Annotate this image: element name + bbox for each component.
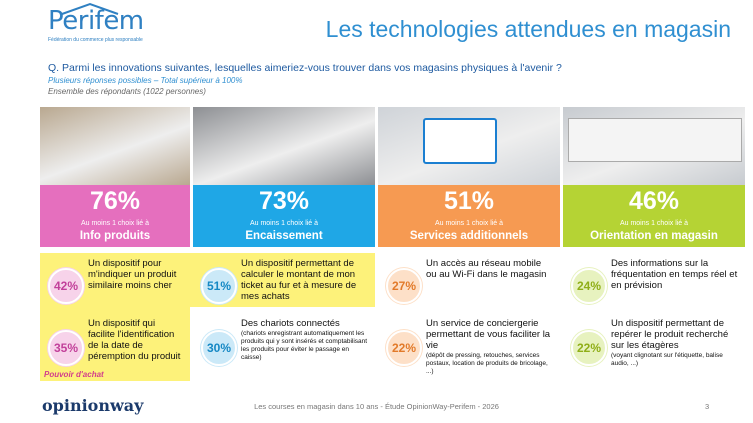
- item-note: (voyant clignotant sur l'étiquette, bali…: [611, 352, 723, 367]
- category-name: Orientation en magasin: [590, 230, 718, 242]
- logo-roof: [61, 2, 119, 15]
- category-box: [193, 185, 375, 247]
- category-lead: Au moins 1 choix lié à: [80, 220, 150, 227]
- item-circle: 30%: [201, 330, 237, 366]
- item-circle: 35%: [48, 330, 84, 366]
- item-circle: 27%: [386, 268, 422, 304]
- item-text: Un dispositif permettant de calculer le …: [241, 258, 357, 302]
- item-text: Des chariots connectés: [241, 318, 340, 329]
- footer-brand: opinionway: [42, 396, 144, 415]
- item-text: Un dispositif qui facilite l'identificat…: [88, 318, 181, 362]
- item-text: Un dispositif permettant de repérer le p…: [611, 318, 729, 351]
- wifi-sign: [423, 118, 497, 164]
- photo: [193, 107, 375, 185]
- category-lead: Au moins 1 choix lié à: [619, 220, 689, 227]
- category-pct: 73%: [258, 187, 310, 215]
- item-text: Un dispositif pour m'indiquer un produit…: [88, 258, 177, 291]
- item-circle: 42%: [48, 268, 84, 304]
- item-text: Un accès au réseau mobile ou au Wi-Fi da…: [426, 258, 547, 280]
- item-text: Des informations sur la fréquentation en…: [611, 258, 738, 291]
- item-text: Un service de conciergerie permettant de…: [426, 318, 551, 351]
- item-circle: 24%: [571, 268, 607, 304]
- photo: [40, 107, 190, 185]
- category-box: [563, 185, 745, 247]
- tagline: Fédération du commerce plus responsable: [48, 37, 143, 43]
- sample-base: Ensemble des répondants (1022 personnes): [48, 87, 206, 96]
- category-name: Info produits: [79, 230, 151, 242]
- item-note: (chariots enregistrant automatiquement l…: [241, 330, 368, 361]
- category-box: [40, 185, 190, 247]
- category-pct: 46%: [628, 187, 680, 215]
- item-circle: 22%: [571, 330, 607, 366]
- item-circle: 51%: [201, 268, 237, 304]
- slide-title: Les technologies attendues en magasin: [325, 16, 731, 42]
- footer-caption: Les courses en magasin dans 10 ans - Étu…: [254, 402, 499, 411]
- category-pct: 76%: [89, 187, 141, 215]
- category-box: [378, 185, 560, 247]
- question: Q. Parmi les innovations suivantes, lesq…: [48, 62, 562, 74]
- logo: Perifem: [48, 6, 144, 36]
- item-circle: 22%: [386, 330, 422, 366]
- category-lead: Au moins 1 choix lié à: [249, 220, 319, 227]
- category-lead: Au moins 1 choix lié à: [434, 220, 504, 227]
- item-note: (dépôt de pressing, retouches, services …: [426, 352, 548, 375]
- question-note: Plusieurs réponses possibles – Total sup…: [48, 76, 243, 85]
- arrow-sign: [568, 118, 742, 162]
- category-pct: 51%: [443, 187, 495, 215]
- highlight-label: Pouvoir d'achat: [44, 370, 104, 379]
- page-number: 3: [705, 402, 710, 411]
- category-name: Services additionnels: [409, 230, 529, 242]
- category-name: Encaissement: [245, 230, 323, 242]
